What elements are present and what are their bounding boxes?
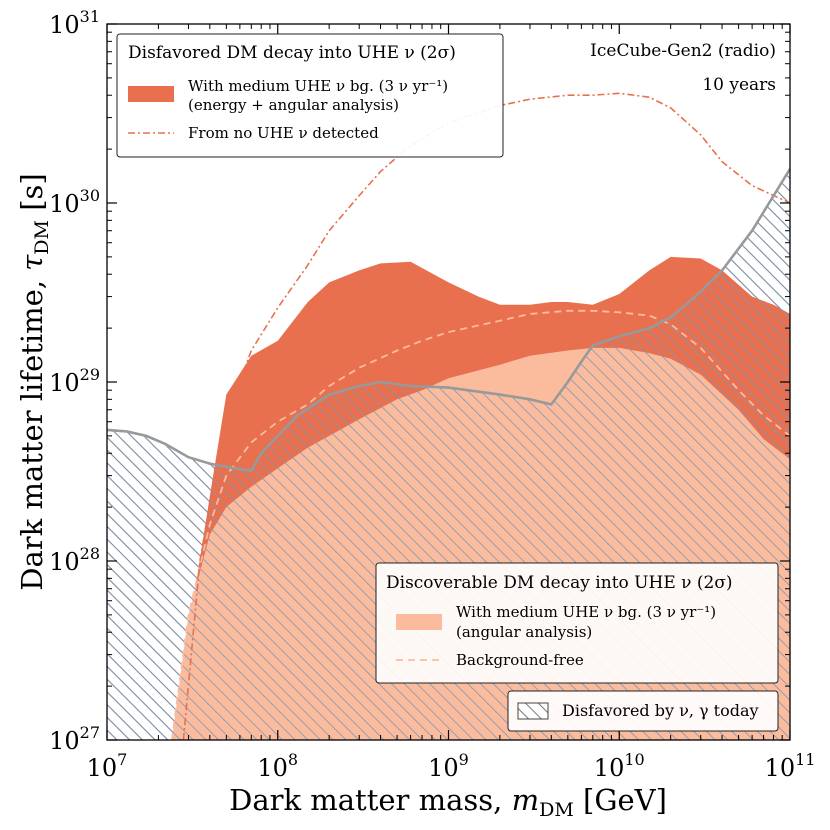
legend-disfavored-entry1-line2: (energy + angular analysis) [188,96,399,114]
legend-discoverable-swatch [396,614,442,630]
x-tick-label: 108 [257,750,298,782]
legend-discoverable: Discoverable DM decay into UHE ν (2σ) Wi… [375,562,779,684]
x-tick-label-base: 10 [765,754,796,782]
x-tick-label-base: 10 [87,754,118,782]
series-lines [107,92,790,740]
legend-disfavored-box [116,33,504,158]
x-axis-title-subscript: DM [539,799,574,821]
x-tick-label-exponent: 11 [795,750,815,769]
y-tick-label: 1030 [49,186,100,218]
x-tick-label-base: 10 [257,754,288,782]
y-tick-label: 1027 [49,723,100,755]
x-tick-label: 1010 [594,750,645,782]
y-tick-label-base: 10 [49,11,80,39]
series-background-free-line [171,309,790,740]
plot-frame [106,23,791,741]
x-axis-title-unit: [GeV] [574,783,667,817]
y-axis-title-unit: [s] [15,173,49,220]
x-tick-label-exponent: 8 [288,750,298,769]
y-tick-label-exponent: 27 [80,723,100,742]
x-axis-title-symbol: m [512,783,540,817]
existing-limit-boundary-line [107,168,790,473]
y-axis-title: Dark matter lifetime, τDM [s] [15,173,53,591]
axis-ticks [106,23,791,741]
legend-existing-swatch [517,702,549,720]
x-tick-label-base: 10 [594,754,625,782]
legend-discoverable-entry1-line2: (angular analysis) [456,623,592,641]
x-tick-label: 1011 [765,750,816,782]
annotation-detector: IceCube-Gen2 (radio) [590,41,776,61]
legend-no-detection-label: From no UHE ν detected [188,124,379,142]
legend-disfavored-swatch [128,86,174,102]
y-tick-label: 1028 [49,544,100,576]
y-tick-label-exponent: 31 [80,7,100,26]
legend-discoverable-title: Discoverable DM decay into UHE ν (2σ) [386,573,733,593]
legend-existing: Disfavored by ν, γ today [507,690,779,732]
legend-existing-label: Disfavored by ν, γ today [562,701,759,720]
x-tick-label: 109 [428,750,469,782]
x-tick-label: 107 [87,750,128,782]
x-tick-label-exponent: 7 [117,750,127,769]
series-no-detection-line [182,92,790,740]
y-axis-title-symbol: τ [15,254,49,271]
x-tick-label-exponent: 10 [624,750,644,769]
x-tick-label-base: 10 [428,754,459,782]
legend-disfavored-title: Disfavored DM decay into UHE ν (2σ) [128,43,456,63]
y-axis-title-prefix: Dark matter lifetime, [15,271,49,591]
y-tick-label-exponent: 28 [80,544,100,563]
legend-disfavored: Disfavored DM decay into UHE ν (2σ) With… [116,33,504,158]
legend-background-free-label: Background-free [456,651,584,669]
x-axis-title-prefix: Dark matter mass, [229,783,512,817]
legend-disfavored-entry1-line1: With medium UHE ν bg. (3 ν yr⁻¹) [188,77,448,95]
legend-discoverable-box [375,562,779,684]
y-tick-label-base: 10 [49,369,80,397]
y-tick-label-base: 10 [49,548,80,576]
legend-discoverable-entry1-line1: With medium UHE ν bg. (3 ν yr⁻¹) [456,603,716,621]
y-tick-label-exponent: 30 [80,186,100,205]
y-tick-label-base: 10 [49,190,80,218]
y-tick-label-exponent: 29 [80,365,100,384]
y-tick-label: 1031 [49,7,100,39]
x-axis-title: Dark matter mass, mDM [GeV] [229,783,667,821]
x-tick-label-exponent: 9 [459,750,469,769]
y-tick-label: 1029 [49,365,100,397]
y-tick-label-base: 10 [49,727,80,755]
y-axis-title-subscript: DM [31,220,53,255]
legend-existing-box [507,690,779,732]
annotation-duration: 10 years [702,75,776,95]
